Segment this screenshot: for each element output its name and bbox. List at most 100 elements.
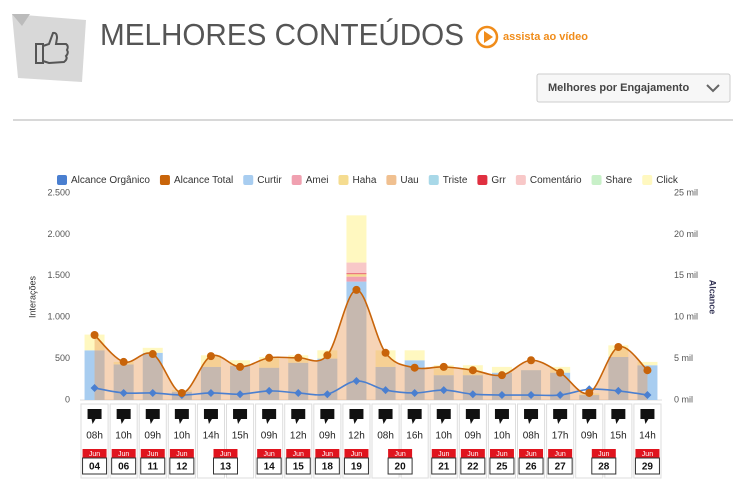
date-month: Jun xyxy=(176,451,187,458)
date-month: Jun xyxy=(293,451,304,458)
bar-segment xyxy=(200,366,221,400)
comment-icon xyxy=(494,409,509,424)
comment-icon xyxy=(349,409,364,424)
bar-segment xyxy=(84,350,105,400)
y2-tick-label: 5 mil xyxy=(674,353,693,363)
legend-label: Alcance Orgânico xyxy=(71,175,150,186)
date-month-bg xyxy=(519,449,544,458)
legend-swatch xyxy=(338,175,349,185)
point xyxy=(265,386,274,395)
icon-paper xyxy=(12,14,86,82)
bar-segment xyxy=(550,372,571,400)
date-month: Jun xyxy=(118,451,129,458)
thumb-icon xyxy=(35,31,69,65)
date-day-box xyxy=(343,457,369,475)
date-month-bg xyxy=(548,449,573,458)
point xyxy=(206,388,215,397)
point xyxy=(294,388,303,397)
play-icon[interactable] xyxy=(475,25,499,49)
date-day-box xyxy=(547,457,573,475)
point xyxy=(556,368,565,377)
post-hour: 10h xyxy=(435,431,452,442)
date-day: 04 xyxy=(89,462,101,473)
post-hour: 10h xyxy=(115,431,132,442)
point xyxy=(643,366,652,375)
point xyxy=(585,388,594,397)
bar-segment xyxy=(113,364,134,400)
comment-icon xyxy=(582,409,597,424)
date-month: Jun xyxy=(220,451,231,458)
post-hour: 15h xyxy=(232,431,249,442)
legend-swatch xyxy=(642,175,653,185)
point xyxy=(527,391,536,400)
play-triangle[interactable] xyxy=(484,31,493,43)
date-day: 12 xyxy=(176,462,188,473)
bar-segment xyxy=(230,366,251,400)
dropdown-chevron[interactable] xyxy=(706,84,720,93)
dropdown-text[interactable]: Melhores por Engajamento xyxy=(548,82,689,94)
date-day-box xyxy=(314,457,340,475)
y-tick-label: 2.500 xyxy=(47,187,70,197)
bar-segment xyxy=(346,281,367,400)
date-month-bg xyxy=(635,449,660,458)
bar-segment xyxy=(84,334,105,351)
point xyxy=(323,390,332,399)
date-day: 15 xyxy=(293,462,305,473)
post-hour: 17h xyxy=(552,431,569,442)
date-day-box xyxy=(460,457,486,475)
point xyxy=(119,357,128,366)
legend-label: Share xyxy=(606,175,633,186)
date-month-bg xyxy=(315,449,340,458)
comment-icon xyxy=(465,409,480,424)
date-day: 13 xyxy=(220,462,232,473)
comment-icon xyxy=(291,409,306,424)
comment-icon xyxy=(436,409,451,424)
point xyxy=(410,388,419,397)
date-month-bg xyxy=(344,449,369,458)
date-month-bg xyxy=(257,449,282,458)
comment-icon xyxy=(611,409,626,424)
page-title: MELHORES CONTEÚDOS xyxy=(100,17,464,52)
legend-swatch xyxy=(386,175,397,185)
y2-tick-label: 25 mil xyxy=(674,187,698,197)
date-month: Jun xyxy=(394,451,405,458)
video-link[interactable]: assista ao vídeo xyxy=(475,25,588,49)
dropdown[interactable]: Melhores por Engajamento xyxy=(536,73,731,103)
bar-segment xyxy=(288,362,309,400)
date-day-box xyxy=(431,457,457,475)
comment-icon xyxy=(320,409,335,424)
date-day-box xyxy=(489,457,515,475)
bar-segment xyxy=(346,276,367,282)
point xyxy=(352,285,361,294)
bar-segment xyxy=(142,352,163,400)
post-hour: 08h xyxy=(86,431,103,442)
comment-icon xyxy=(116,409,131,424)
date-month-bg xyxy=(388,449,413,458)
date-month: Jun xyxy=(264,451,275,458)
point xyxy=(468,366,477,375)
date-day: 18 xyxy=(322,462,334,473)
date-month: Jun xyxy=(496,451,507,458)
date-day: 21 xyxy=(438,462,450,473)
bar-segment xyxy=(491,366,512,373)
date-day: 11 xyxy=(147,462,158,473)
comment-icon xyxy=(233,409,248,424)
dropdown-box[interactable] xyxy=(536,73,731,103)
post-hour: 08h xyxy=(523,431,540,442)
bar-segment xyxy=(579,395,600,400)
point xyxy=(381,348,390,357)
y2-tick-label: 0 mil xyxy=(674,394,693,404)
comment-icon xyxy=(262,409,277,424)
post-hour: 16h xyxy=(406,431,423,442)
date-day: 27 xyxy=(555,462,567,473)
comment-icon xyxy=(524,409,539,424)
date-month: Jun xyxy=(525,451,536,458)
video-link-text[interactable]: assista ao vídeo xyxy=(503,31,588,43)
point xyxy=(614,343,623,352)
point xyxy=(90,383,99,392)
date-day-box xyxy=(285,457,311,475)
point xyxy=(527,356,536,365)
bar-segment xyxy=(200,355,221,367)
point xyxy=(119,388,128,397)
